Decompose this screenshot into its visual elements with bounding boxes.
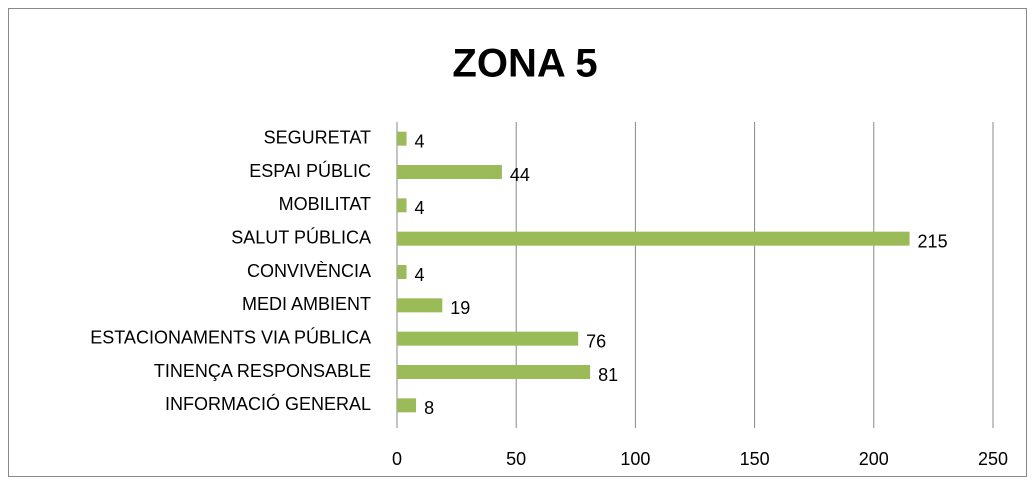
data-label: 19: [450, 298, 470, 318]
bar: [397, 331, 579, 346]
y-tick-label: SEGURETAT: [264, 127, 371, 147]
y-tick-label: ESTACIONAMENTS VIA PÚBLICA: [90, 326, 371, 347]
x-tick-label: 0: [392, 449, 402, 469]
data-label: 4: [415, 131, 425, 151]
y-tick-label: ESPAI PÚBLIC: [249, 160, 371, 181]
data-label: 4: [415, 265, 425, 285]
bar: [397, 231, 910, 246]
data-label: 8: [424, 398, 434, 418]
data-label: 4: [415, 198, 425, 218]
y-tick-label: TINENÇA RESPONSABLE: [154, 361, 371, 381]
y-tick-label: INFORMACIÓ GENERAL: [165, 393, 371, 414]
x-tick-label: 150: [740, 449, 770, 469]
bar: [397, 298, 443, 313]
x-tick-label: 50: [506, 449, 526, 469]
bar: [397, 265, 407, 279]
bar: [397, 165, 502, 179]
y-tick-label: MEDI AMBIENT: [242, 294, 371, 314]
y-tick-label: MOBILITAT: [279, 194, 371, 214]
bar: [397, 398, 417, 413]
bar: [397, 198, 407, 213]
data-label: 215: [918, 231, 948, 251]
x-tick-label: 250: [978, 449, 1008, 469]
data-label: 81: [598, 365, 618, 385]
chart-title: ZONA 5: [452, 42, 597, 86]
bar: [397, 365, 591, 379]
data-label: 44: [510, 165, 530, 185]
data-label: 76: [586, 331, 606, 351]
x-tick-label: 100: [620, 449, 650, 469]
y-tick-label: CONVIVÈNCIA: [247, 261, 371, 281]
bar: [397, 131, 407, 146]
y-tick-label: SALUT PÚBLICA: [231, 226, 371, 247]
x-tick-label: 200: [859, 449, 889, 469]
